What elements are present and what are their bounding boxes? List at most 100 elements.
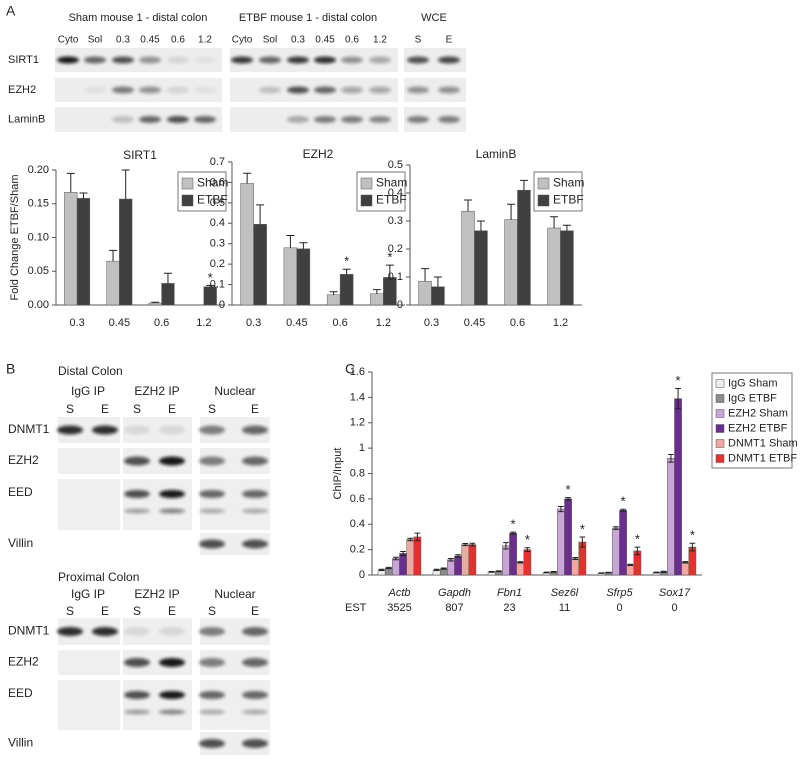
blot-band [139,86,161,94]
blot-band [341,86,363,94]
row-label: EST [345,602,367,614]
bar [296,248,311,306]
legend-swatch [537,177,550,190]
ip-group-label: Nuclear [214,384,255,398]
blot-band [159,508,185,514]
blot-band [231,56,253,64]
legend-swatch [715,394,725,403]
blot-band [369,86,391,94]
blot-row-label: EZH2 [8,84,36,96]
bar [76,198,91,306]
row-value: 23 [503,602,515,614]
bar [326,294,341,306]
y-tick-label: 1.2 [350,417,365,429]
error-bar [507,203,516,220]
bar [64,192,78,306]
bar [339,274,354,306]
error-bar [440,567,447,570]
blot-band [341,116,363,123]
y-tick-label: 0 [397,299,403,311]
blot-row-label: Villin [8,736,33,750]
lane-label: 1.2 [198,35,212,46]
error-bar [378,568,385,572]
error-bar [385,264,394,278]
blot-band [92,425,118,435]
y-tick-label: 0.10 [28,231,49,243]
error-bar [653,571,660,574]
error-bar [565,497,571,501]
lane-label: S [66,604,74,618]
legend-label: IgG Sham [728,377,778,389]
error-bar [469,542,476,547]
error-bar [682,561,689,564]
error-bar [660,570,667,573]
legend-label: ETBF [553,193,584,207]
blot-band [84,86,106,94]
significance-marker: * [690,528,695,543]
y-tick-label: 0.00 [28,299,49,311]
blot-band [407,86,429,94]
legend-swatch [360,194,373,207]
blot-image [200,680,270,730]
blot-band [287,86,309,94]
blot-band [57,627,83,636]
bar [119,198,133,306]
y-tick-label: 0.3 [210,238,225,250]
lane-label: 0.45 [140,35,160,46]
blot-band [242,508,268,514]
y-tick-label: 1.6 [350,366,365,378]
blot-band [407,116,429,123]
blot-row-label: EZH2 [8,655,39,669]
blot-band [124,658,150,667]
blot-band [159,709,185,715]
blot-image [200,479,270,530]
error-bar [562,224,571,231]
legend-swatch [181,194,194,207]
lane-label: Sol [88,35,102,46]
x-tick-label: 0.3 [424,317,439,329]
lane-label: E [251,604,259,618]
legend-swatch [715,454,725,463]
error-bar [286,235,295,248]
blot-band [199,425,225,435]
ip-group-label: EZH2 IP [134,384,179,398]
y-tick-label: 0.6 [350,493,365,505]
bar [509,532,517,576]
x-tick-label: Fbn1 [497,587,522,599]
blot-band [369,56,391,64]
y-tick-label: 0.4 [210,217,225,229]
x-tick-label: Sez6l [551,587,579,599]
x-tick-label: 0.3 [246,317,261,329]
error-bar [421,268,430,282]
blot-band [124,691,150,699]
x-tick-label: 0.6 [510,317,525,329]
chart-title: SIRT1 [123,148,157,162]
blot-group-title: Sham mouse 1 - distal colon [69,12,208,24]
legend-swatch [537,194,550,207]
blot-row-label: DNMT1 [8,422,50,436]
error-bar [668,453,674,463]
bar [517,189,531,306]
error-bar [598,572,605,574]
lane-label: S [133,402,141,416]
section-title: Proximal Colon [58,570,139,584]
significance-marker: * [621,494,626,509]
significance-marker: * [387,250,392,265]
lane-label: S [66,402,74,416]
blot-band [438,86,460,94]
y-axis-label: ChIP/Input [332,448,344,500]
error-bar [550,570,557,573]
lane-label: E [251,402,259,416]
blot-band [124,508,150,514]
error-bar [66,172,75,193]
y-tick-label: 0.7 [210,156,225,168]
x-tick-label: Actb [387,587,410,599]
x-tick-label: 0.45 [109,317,130,329]
blot-row-label: Villin [8,536,33,550]
blot-band [139,56,161,64]
bar [283,247,298,306]
error-bar [524,547,531,553]
error-bar [433,568,440,572]
error-bar [462,543,469,547]
blot-band [124,627,150,636]
